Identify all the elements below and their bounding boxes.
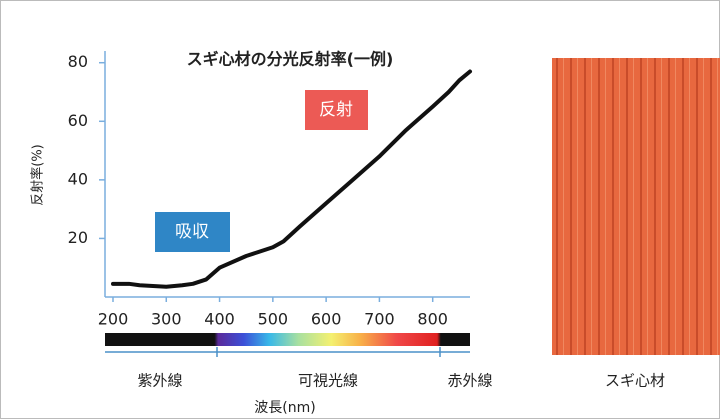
uv-label: 紫外線	[137, 372, 182, 390]
y-axis-label: 反射率(%)	[30, 144, 46, 206]
x-tick-label: 500	[258, 310, 289, 329]
x-tick-label: 400	[204, 310, 235, 329]
x-axis-label: 波長(nm)	[254, 400, 315, 416]
absorption-box	[155, 212, 230, 252]
x-tick-label: 300	[151, 310, 182, 329]
y-tick-label: 60	[68, 111, 88, 130]
x-tick-label: 600	[311, 310, 342, 329]
x-tick-label: 200	[98, 310, 129, 329]
y-tick-label: 80	[68, 52, 88, 71]
x-tick-label: 800	[417, 310, 448, 329]
y-tick-label: 40	[68, 169, 88, 188]
data-line	[110, 69, 472, 289]
x-tick-label: 700	[364, 310, 395, 329]
y-tick-label: 20	[68, 228, 88, 247]
sample-label: スギ心材	[605, 372, 665, 390]
visible-label: 可視光線	[298, 372, 358, 390]
range-bracket	[105, 347, 470, 357]
ir-label: 赤外線	[447, 372, 492, 390]
absorption-label: 吸収	[175, 222, 209, 242]
reflection-box	[305, 90, 368, 130]
reflection-label: 反射	[319, 100, 353, 120]
wood-sample	[552, 58, 720, 355]
chart-title: スギ心材の分光反射率(一例)	[187, 50, 394, 69]
spectrum-bar	[105, 333, 470, 346]
